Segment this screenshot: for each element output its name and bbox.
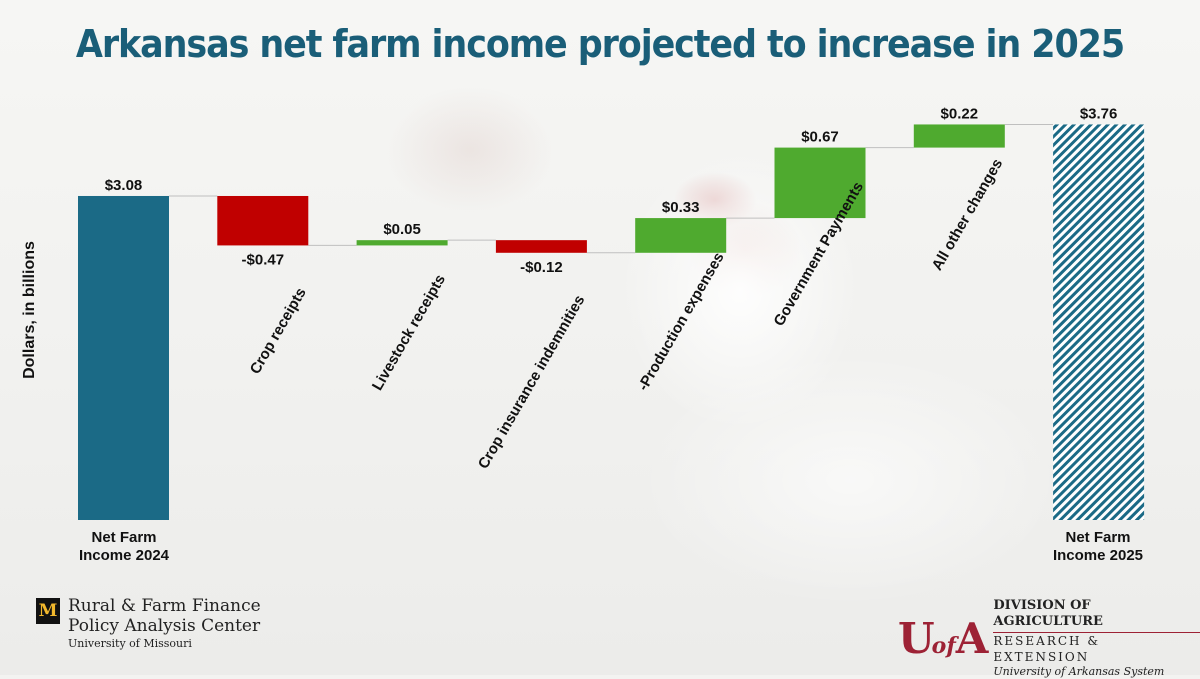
bar-government-payments [774,147,866,219]
uofa-logo-line2: RESEARCH & EXTENSION [993,634,1100,664]
bar-net-farm-income-2025 [1053,124,1145,520]
value-label-net-farm-income-2024: $3.08 [105,177,143,194]
chart-title: Arkansas net farm income projected to in… [75,22,1125,66]
connector-lines [169,123,1054,254]
category-label-all-other-changes: All other changes [929,156,1007,273]
category-label-net-farm-income-2024: Net Farm Income 2024 [78,529,170,564]
uofa-logo-line1: DIVISION OF AGRICULTURE [993,598,1200,633]
bar-net-farm-income-2024 [78,195,169,520]
value-labels: $3.08 -$0.47 $0.05 -$0.12 $0.33 $0.67 $0.22 $3.… [105,105,1118,275]
bar-crop-receipts [217,195,309,246]
value-label-crop-insurance-indemnities: -$0.12 [520,259,563,276]
rffpac-logo: M Rural & Farm Finance Policy Analysis C… [36,596,261,652]
rffpac-logo-line1: Rural & Farm Finance [68,596,261,616]
uofa-division-of-agriculture-logo: UofA DIVISION OF AGRICULTURE RESEARCH & … [898,598,1200,679]
category-labels: Crop receipts Livestock receipts Crop insu… [247,156,1007,472]
category-label-crop-insurance-indemnities: Crop insurance indemnities [475,292,588,472]
bar-all-other-changes [913,124,1005,148]
rffpac-logo-line2: Policy Analysis Center [68,616,261,636]
category-label-livestock-receipts: Livestock receipts [369,272,449,394]
bar-crop-insurance-indemnities [495,240,587,253]
rffpac-logo-line3: University of Missouri [68,637,192,650]
value-label-production-expenses: $0.33 [662,199,700,216]
value-label-livestock-receipts: $0.05 [383,221,421,238]
category-label-crop-receipts: Crop receipts [247,285,310,377]
category-label-net-farm-income-2025: Net Farm Income 2025 [1052,529,1144,564]
category-label-production-expenses: -Production expenses [635,250,728,394]
waterfall-chart: $3.08 -$0.47 $0.05 -$0.12 $0.33 $0.67 $0.22 $3.… [78,105,1145,520]
uofa-logo-line3: University of Arkansas System [993,665,1165,678]
bar-production-expenses [635,218,727,253]
value-label-all-other-changes: $0.22 [941,105,979,122]
uofa-logo-icon: UofA [898,614,988,663]
value-label-crop-receipts: -$0.47 [242,251,285,268]
mizzou-logo-icon: M [36,598,60,624]
value-label-net-farm-income-2025: $3.76 [1080,105,1118,122]
bar-livestock-receipts [356,240,448,246]
value-label-government-payments: $0.67 [801,129,839,146]
bars [78,124,1145,520]
